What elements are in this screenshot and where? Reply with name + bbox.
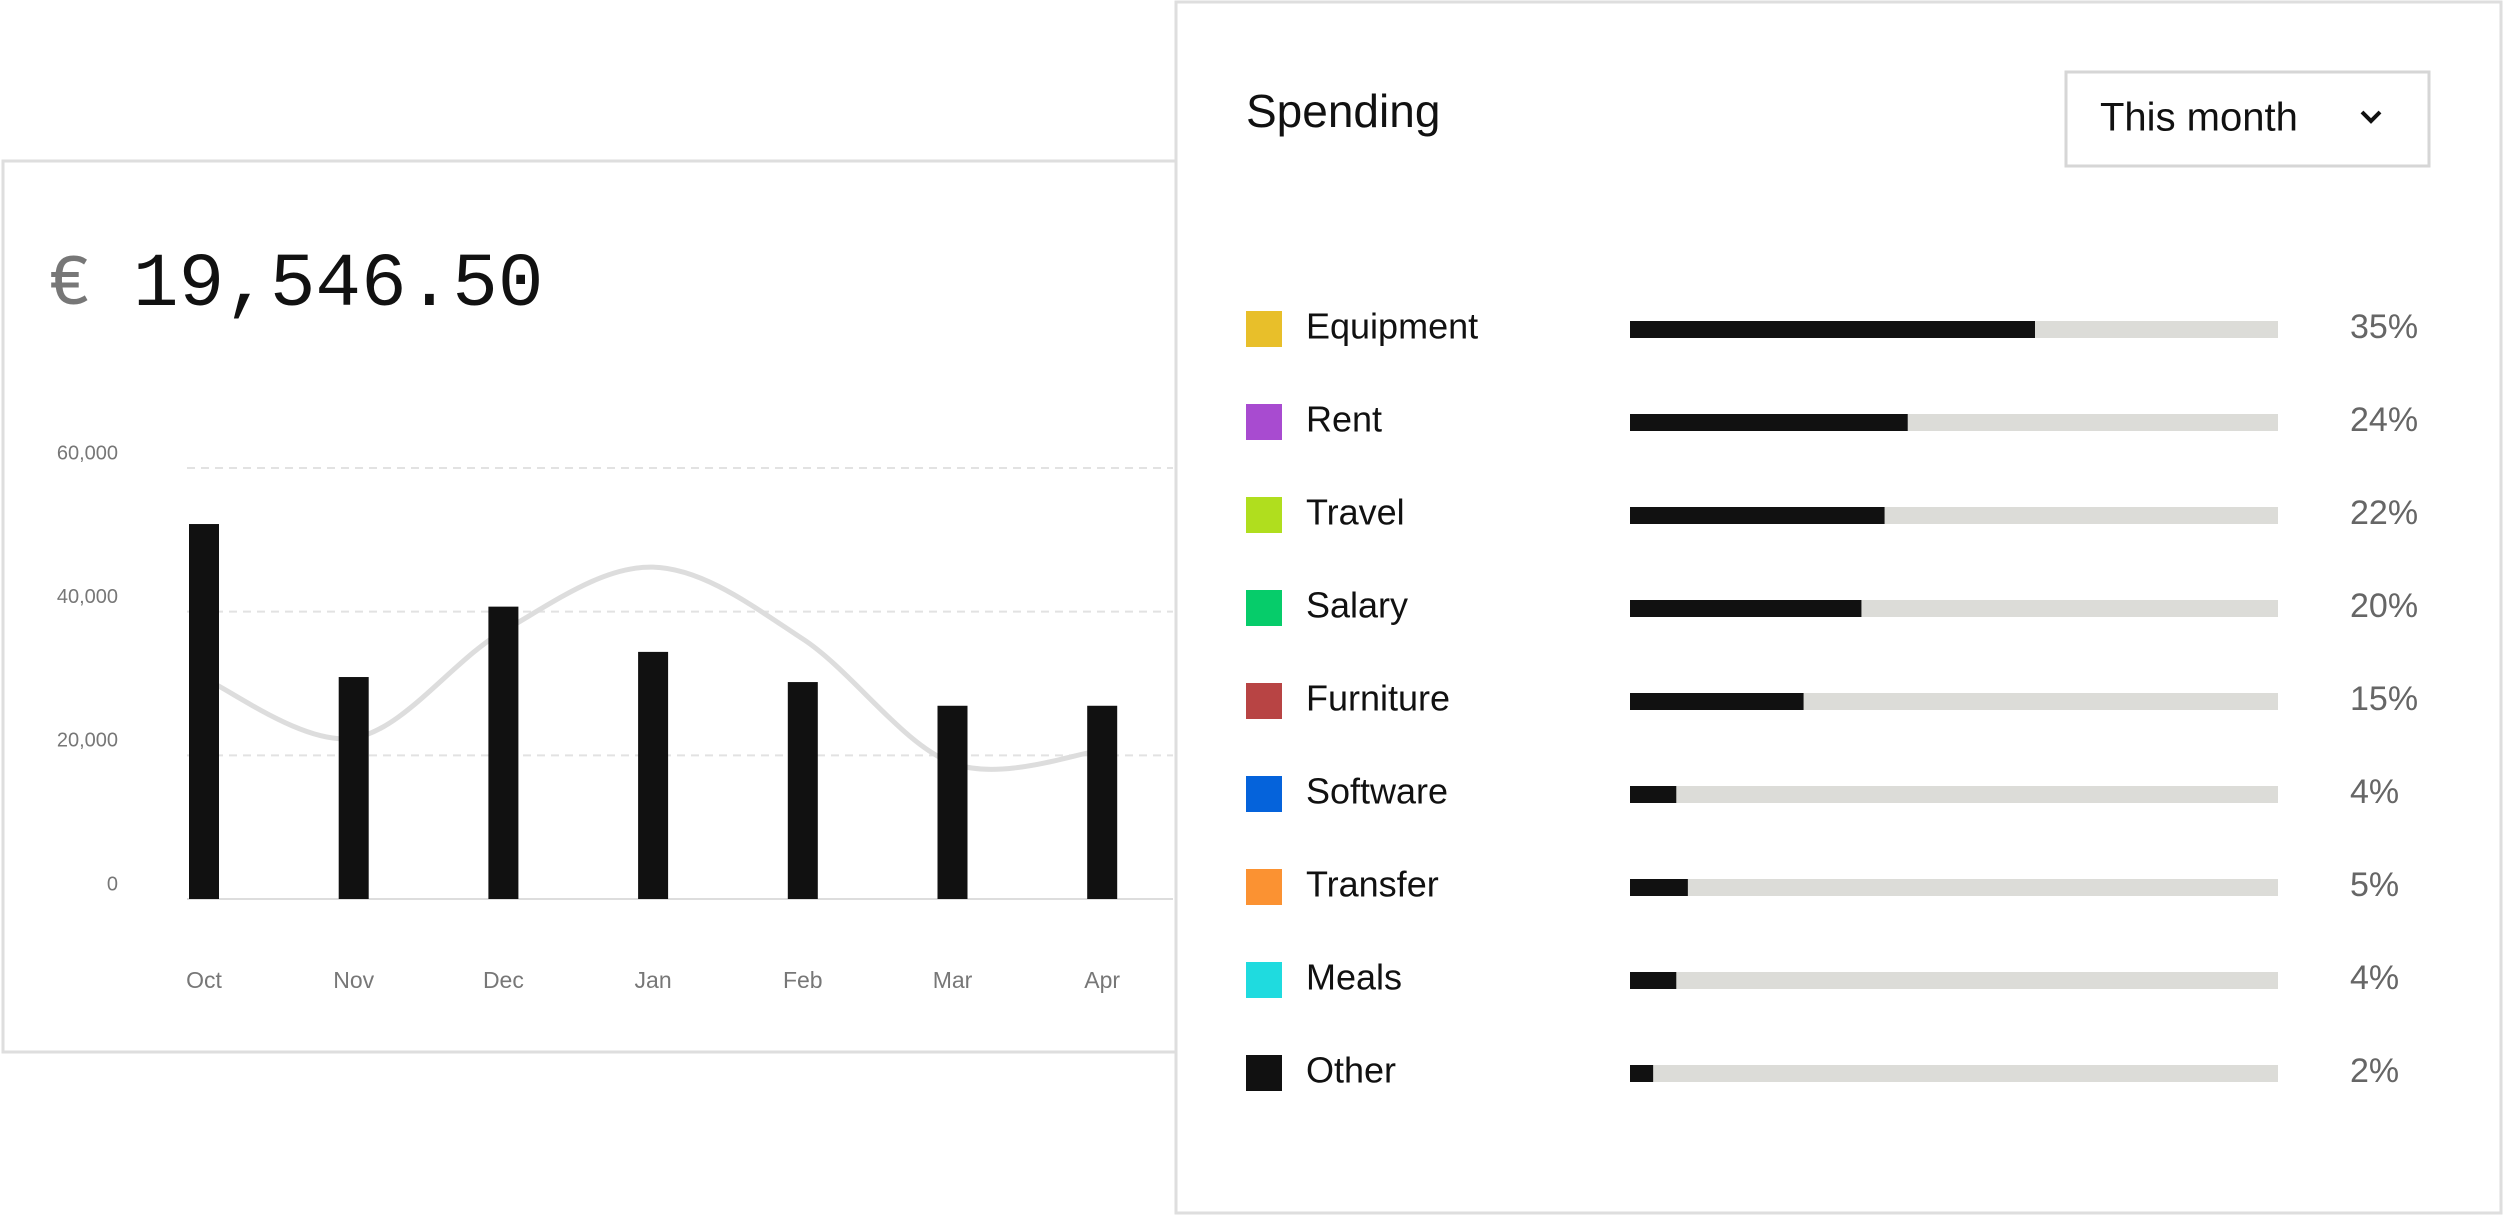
category-label: Other [1306,1050,1396,1091]
category-label: Transfer [1306,864,1439,905]
y-tick-label: 40,000 [57,586,118,608]
bar [1087,705,1118,899]
legend-swatch [1246,404,1282,440]
value-label: 35% [2350,308,2418,346]
legend-swatch [1246,776,1282,812]
bar [1630,414,1908,431]
category-label: Travel [1306,492,1405,533]
bar [1630,1065,1654,1082]
x-tick-label: Apr [1084,967,1120,993]
bar [1630,972,1677,989]
x-tick-label: Dec [483,967,524,993]
value-label: 4% [2350,959,2399,997]
legend-swatch [1246,590,1282,626]
bar [338,677,369,899]
legend-swatch [1246,497,1282,533]
y-tick-label: 20,000 [57,730,118,752]
bar-track [1630,786,2278,803]
bar [1630,507,1885,524]
value-label: 4% [2350,773,2399,811]
x-tick-label: Jan [635,967,672,993]
x-tick-label: Feb [783,967,823,993]
bar [1630,879,1688,896]
balance-chart: € 19,546.50 0 20,000 40,000 60,000 Oct Nov Dec… [48,242,1173,993]
category-label: Meals [1306,957,1402,998]
x-tick-label: Oct [186,967,222,993]
y-tick-label: 0 [107,873,118,895]
dropdown-label[interactable]: This month [2100,96,2298,140]
x-tick-label: Nov [333,967,374,993]
value-label: 5% [2350,866,2399,904]
bar [937,705,968,899]
bar [1630,600,1862,617]
bar [488,606,519,899]
bar-track [1630,972,2278,989]
value-label: 2% [2350,1052,2399,1090]
bar [1630,693,1804,710]
bar-track [1630,879,2278,896]
category-label: Equipment [1306,306,1478,347]
bar [1630,786,1677,803]
category-label: Furniture [1306,678,1450,719]
bar-track [1630,1065,2278,1082]
period-dropdown[interactable]: This month [2064,70,2431,168]
bar [787,682,818,899]
chevron[interactable] [2360,110,2382,124]
bar [189,524,219,899]
category-label: Rent [1306,399,1382,440]
value-label: 15% [2350,680,2418,718]
currency: € [48,244,91,326]
x-tick-label: Mar [933,967,973,993]
legend-swatch [1246,869,1282,905]
bar [638,651,669,899]
spending: Spending This month Equipment 35% Rent 24% T… [1246,70,2431,1091]
legend-swatch [1246,1055,1282,1091]
balance-amount: 19,546.50 [133,242,543,328]
bar [1630,321,2035,338]
legend-swatch [1246,683,1282,719]
value-label: 20% [2350,587,2418,625]
legend-swatch [1246,962,1282,998]
category-label: Salary [1306,585,1408,626]
y-tick-label: 60,000 [57,442,118,464]
category-label: Software [1306,771,1448,812]
value-label: 22% [2350,494,2418,532]
value-label: 24% [2350,401,2418,439]
spending-title: Spending [1246,85,1440,137]
legend-swatch [1246,311,1282,347]
